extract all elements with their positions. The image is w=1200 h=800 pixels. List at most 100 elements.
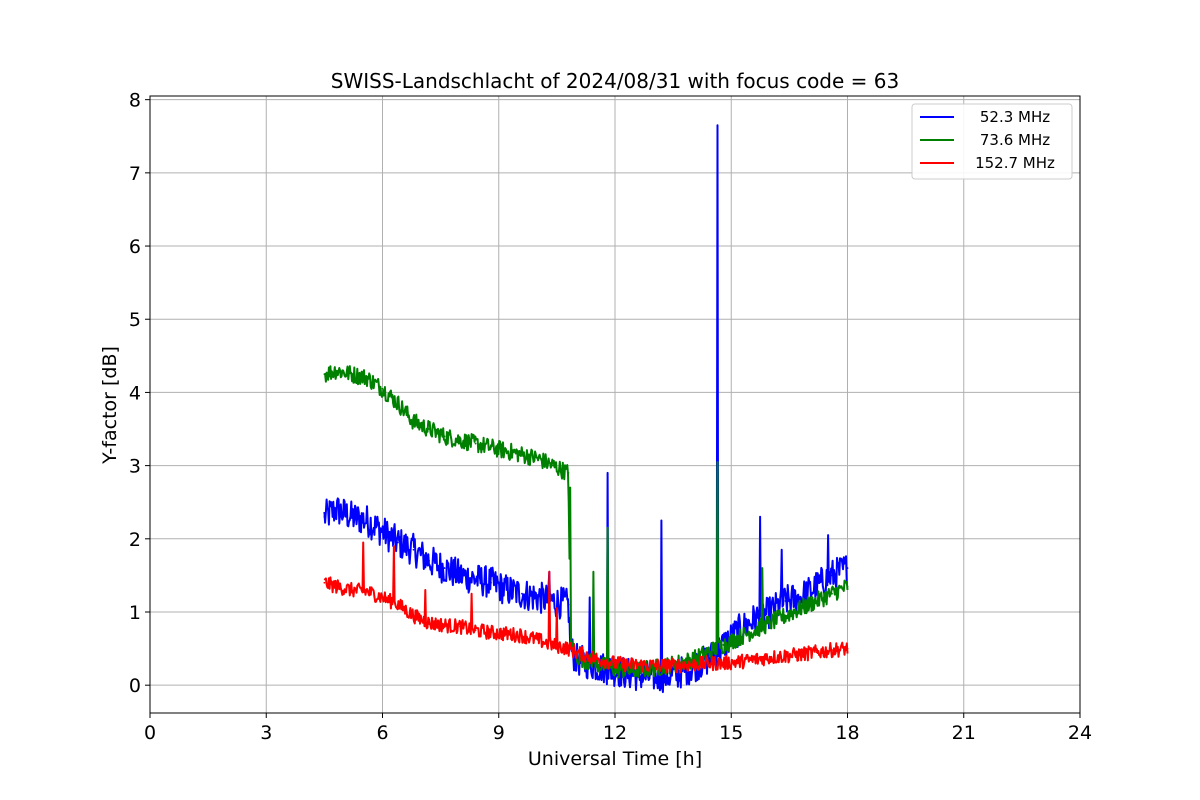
- data-point: [753, 629, 756, 632]
- data-point: [474, 629, 477, 632]
- data-point: [428, 428, 430, 430]
- y-tick-label: 2: [129, 529, 141, 551]
- x-tick-label: 15: [719, 722, 743, 744]
- data-point: [831, 649, 833, 651]
- data-point: [769, 622, 771, 624]
- y-axis-ticks: 0 1 2 3 4 5 6 7 8: [129, 90, 150, 697]
- data-point: [521, 634, 523, 637]
- y-tick-label: 3: [129, 456, 141, 478]
- data-point: [505, 450, 508, 452]
- series-line-1: [323, 365, 849, 679]
- x-tick-label: 24: [1068, 722, 1092, 744]
- data-point: [381, 530, 384, 533]
- data-point: [800, 607, 802, 610]
- data-point: [366, 519, 368, 522]
- data-point: [323, 515, 326, 518]
- data-point: [459, 439, 461, 441]
- x-tick-label: 21: [952, 722, 976, 744]
- data-point: [846, 647, 849, 650]
- data-point: [800, 596, 802, 599]
- data-point: [629, 669, 632, 672]
- data-point: [598, 658, 601, 661]
- data-point: [645, 664, 647, 667]
- data-point: [521, 592, 523, 595]
- data-point: [815, 651, 818, 654]
- data-point: [691, 663, 694, 666]
- data-point: [567, 472, 570, 474]
- data-point: [567, 603, 570, 606]
- data-point: [335, 585, 337, 588]
- data-point: [784, 655, 787, 657]
- data-point: [536, 457, 539, 460]
- data-point: [397, 603, 399, 606]
- data-point: [614, 662, 616, 665]
- x-tick-label: 0: [144, 722, 156, 744]
- grid: [149, 96, 1081, 713]
- data-point: [536, 596, 539, 599]
- legend: 52.3 MHz 73.6 MHz 152.7 MHz: [911, 103, 1073, 180]
- data-point: [569, 640, 572, 643]
- data-point: [846, 567, 849, 569]
- data-point: [323, 581, 326, 584]
- legend-label-73mhz: 73.6 MHz: [980, 131, 1050, 149]
- data-point: [753, 618, 756, 621]
- y-tick-label: 4: [129, 382, 141, 404]
- data-point: [536, 638, 539, 641]
- y-tick-label: 0: [129, 675, 141, 697]
- data-point: [800, 653, 802, 656]
- data-point: [490, 581, 492, 584]
- y-tick-label: 1: [129, 602, 141, 624]
- data-point: [629, 663, 632, 666]
- data-point: [831, 574, 833, 577]
- y-tick-label: 7: [129, 163, 141, 185]
- data-point: [366, 590, 368, 593]
- chart-title: SWISS-Landschlacht of 2024/08/31 with fo…: [331, 69, 899, 93]
- data-point: [707, 662, 709, 665]
- data-point: [769, 656, 771, 659]
- data-point: [660, 675, 663, 678]
- data-point: [412, 548, 415, 551]
- data-point: [552, 644, 554, 646]
- x-tick-label: 18: [835, 722, 859, 744]
- data-point: [474, 578, 477, 580]
- data-point: [428, 622, 430, 624]
- x-axis-ticks: 0 3 6 9 12 15 18 21 24: [144, 713, 1092, 744]
- data-point: [381, 387, 384, 390]
- data-point: [505, 589, 508, 591]
- data-point: [722, 662, 725, 665]
- data-point: [459, 625, 461, 628]
- x-tick-label: 12: [603, 722, 627, 744]
- data-point: [443, 435, 446, 438]
- data-point: [397, 541, 399, 544]
- data-point: [443, 567, 446, 569]
- data-point: [335, 369, 337, 372]
- data-point: [815, 600, 818, 602]
- legend-label-52mhz: 52.3 MHz: [980, 108, 1050, 126]
- data-point: [769, 611, 771, 613]
- data-point: [753, 658, 756, 661]
- data-point: [614, 668, 616, 670]
- series-line-2: [323, 541, 849, 674]
- y-axis-label: Y-factor [dB]: [99, 346, 121, 465]
- data-point: [552, 600, 554, 602]
- data-point: [738, 636, 740, 639]
- data-point: [505, 633, 508, 635]
- data-point: [459, 574, 461, 577]
- data-point: [350, 589, 353, 591]
- data-point: [707, 651, 709, 654]
- data-point: [846, 585, 849, 588]
- data-point: [323, 373, 326, 376]
- data-point: [521, 453, 523, 456]
- data-point: [784, 614, 787, 617]
- data-point: [412, 614, 415, 617]
- y-tick-label: 8: [129, 90, 141, 112]
- data-point: [676, 673, 678, 676]
- x-tick-label: 3: [260, 722, 272, 744]
- y-tick-label: 6: [129, 236, 141, 258]
- data-point: [366, 376, 368, 379]
- data-point: [660, 664, 663, 667]
- data-point: [350, 515, 353, 518]
- legend-box: [911, 103, 1073, 180]
- data-point: [784, 600, 787, 602]
